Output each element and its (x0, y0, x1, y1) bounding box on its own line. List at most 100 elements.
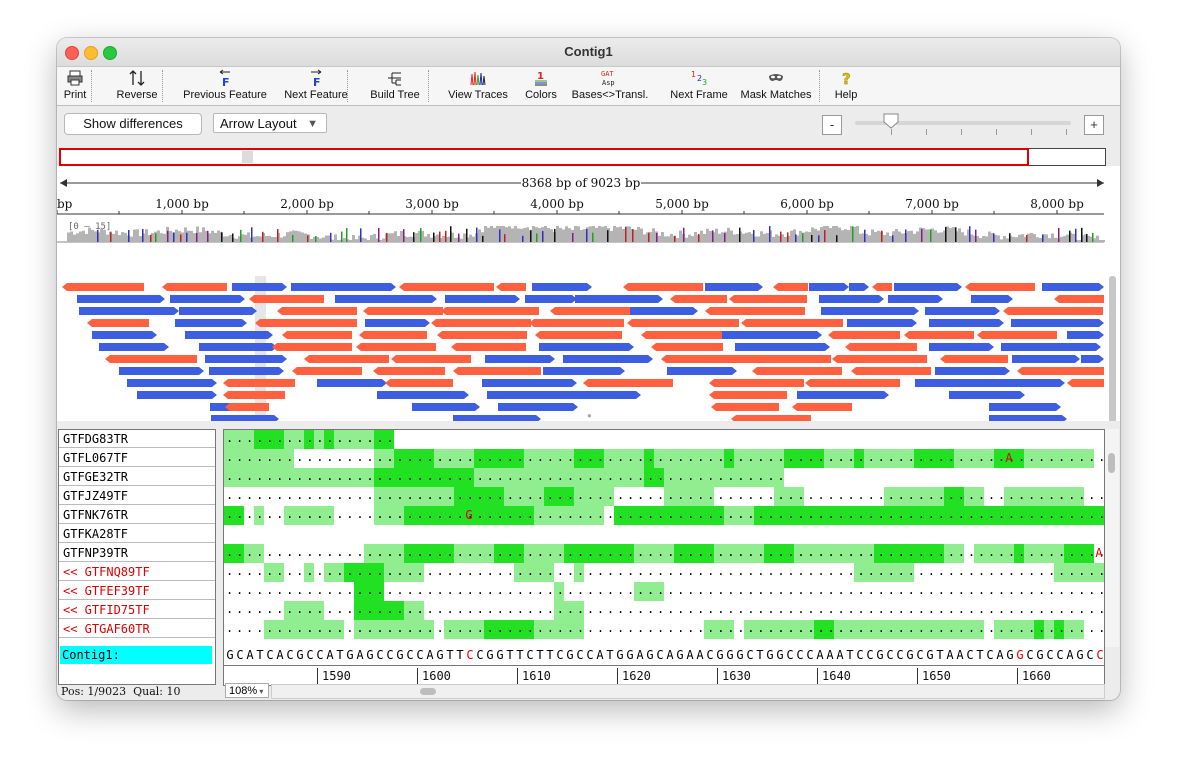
read-name-row[interactable]: GTFGE32TR (59, 468, 215, 486)
forward-read-arrow[interactable] (170, 295, 245, 303)
reverse-read-arrow[interactable] (741, 319, 843, 327)
forward-read-arrow[interactable] (989, 403, 1061, 411)
close-window-button[interactable] (65, 46, 79, 60)
reverse-read-arrow[interactable] (399, 283, 494, 291)
forward-read-arrow[interactable] (888, 295, 943, 303)
forward-read-arrow[interactable] (971, 295, 1013, 303)
reverse-read-arrow[interactable] (451, 343, 526, 351)
reverse-read-arrow[interactable] (773, 283, 808, 291)
horizontal-scroll-knob[interactable] (420, 688, 436, 695)
toolbar-view-traces-button[interactable]: View Traces (439, 67, 517, 105)
forward-read-arrow[interactable] (199, 343, 277, 351)
forward-read-arrow[interactable] (485, 355, 555, 363)
forward-read-arrow[interactable] (543, 367, 625, 375)
forward-read-arrow[interactable] (1042, 283, 1104, 291)
forward-read-arrow[interactable] (1012, 355, 1080, 363)
reverse-read-arrow[interactable] (385, 379, 453, 387)
forward-read-arrow[interactable] (847, 319, 917, 327)
forward-read-arrow[interactable] (482, 379, 577, 387)
reverse-read-arrow[interactable] (1054, 295, 1104, 303)
forward-read-arrow[interactable] (935, 367, 1010, 375)
reverse-read-arrow[interactable] (373, 367, 445, 375)
forward-read-arrow[interactable] (498, 403, 578, 411)
forward-read-arrow[interactable] (894, 283, 962, 291)
show-differences-button[interactable]: Show differences (64, 113, 202, 135)
read-name-row[interactable]: GTFJZ49TF (59, 487, 215, 505)
reverse-read-arrow[interactable] (661, 355, 756, 363)
toolbar-bases-transl-button[interactable]: GAT Asp Bases<>Transl. (563, 67, 657, 105)
reverse-read-arrow[interactable] (535, 331, 622, 339)
alignment-row[interactable] (224, 525, 1104, 544)
reverse-read-arrow[interactable] (87, 319, 149, 327)
reverse-read-arrow[interactable] (529, 319, 624, 327)
forward-read-arrow[interactable] (797, 391, 889, 399)
alignment-horizontal-scrollbar[interactable] (271, 684, 1105, 699)
forward-read-arrow[interactable] (185, 331, 273, 339)
toolbar-next-feature-button[interactable]: F Next Feature (275, 67, 357, 105)
forward-read-arrow[interactable] (1001, 343, 1101, 351)
zoom-window-button[interactable] (103, 46, 117, 60)
assembly-scrollbar-knob[interactable] (1109, 276, 1116, 436)
reverse-read-arrow[interactable] (282, 331, 352, 339)
alignment-row[interactable]: ........................................… (224, 468, 1104, 487)
forward-read-arrow[interactable] (365, 319, 430, 327)
alignment-scroll-knob[interactable] (1108, 453, 1115, 473)
reverse-read-arrow[interactable] (805, 379, 900, 387)
forward-read-arrow[interactable] (1011, 319, 1104, 327)
alignment-row[interactable]: ........................................… (224, 544, 1104, 563)
toolbar-print-button[interactable]: Print (58, 67, 92, 105)
zoom-level-select[interactable]: 108% ▾ (225, 683, 269, 698)
forward-read-arrow[interactable] (137, 391, 217, 399)
assembly-view[interactable]: 8368 bp of 9023 bp bp 1,000 bp 2,000 bp 3,0… (57, 166, 1120, 459)
reverse-read-arrow[interactable] (62, 283, 144, 291)
alignment-row[interactable]: ........................................… (224, 582, 1104, 601)
layout-dropdown[interactable]: Arrow Layout ▼ (213, 113, 327, 133)
resize-grip-icon[interactable]: ● (587, 411, 592, 420)
reverse-read-arrow[interactable] (832, 355, 927, 363)
reverse-read-arrow[interactable] (1067, 379, 1104, 387)
forward-read-arrow[interactable] (549, 391, 641, 399)
read-name-row[interactable]: GTFNP39TR (59, 544, 215, 562)
alignment-row[interactable]: ........................................… (224, 506, 1104, 525)
forward-read-arrow[interactable] (127, 379, 217, 387)
forward-read-arrow[interactable] (915, 379, 985, 387)
read-name-row[interactable]: GTFNK76TR (59, 506, 215, 524)
reverse-read-arrow[interactable] (359, 331, 427, 339)
zoom-out-button[interactable]: - (822, 115, 842, 135)
read-name-row[interactable]: << GTFNQ89TF (59, 563, 215, 581)
reverse-read-arrow[interactable] (851, 367, 931, 375)
toolbar-colors-button[interactable]: 1 Colors (515, 67, 567, 105)
reverse-read-arrow[interactable] (872, 283, 892, 291)
reverse-read-arrow[interactable] (391, 355, 471, 363)
reverse-read-arrow[interactable] (583, 379, 673, 387)
forward-read-arrow[interactable] (667, 367, 737, 375)
read-name-row[interactable]: << GTFID75TF (59, 601, 215, 619)
toolbar-help-button[interactable]: ? Help (829, 67, 863, 105)
reverse-read-arrow[interactable] (223, 379, 295, 387)
toolbar-previous-feature-button[interactable]: F Previous Feature (172, 67, 278, 105)
reverse-read-arrow[interactable] (550, 307, 630, 315)
reverse-read-arrow[interactable] (792, 403, 852, 411)
forward-read-arrow[interactable] (929, 319, 1004, 327)
forward-read-arrow[interactable] (209, 367, 284, 375)
forward-read-arrow[interactable] (532, 283, 592, 291)
alignment-vertical-scrollbar[interactable] (1105, 429, 1119, 647)
forward-read-arrow[interactable] (929, 343, 994, 351)
zoom-slider[interactable] (855, 121, 1071, 125)
forward-read-arrow[interactable] (92, 331, 157, 339)
forward-read-arrow[interactable] (525, 295, 577, 303)
forward-read-arrow[interactable] (849, 283, 869, 291)
toolbar-mask-matches-button[interactable]: Mask Matches (733, 67, 819, 105)
reverse-read-arrow[interactable] (904, 331, 974, 339)
forward-read-arrow[interactable] (179, 307, 257, 315)
read-name-row[interactable]: GTFKA28TF (59, 525, 215, 543)
forward-read-arrow[interactable] (377, 391, 469, 399)
reverse-read-arrow[interactable] (1017, 367, 1104, 375)
alignment-row[interactable]: ................. (224, 430, 1104, 449)
reverse-read-arrow[interactable] (292, 367, 362, 375)
reverse-read-arrow[interactable] (623, 283, 703, 291)
read-name-row[interactable]: GTFL067TF (59, 449, 215, 467)
forward-read-arrow[interactable] (1081, 355, 1104, 363)
alignment-grid[interactable]: ........................................… (223, 429, 1105, 649)
forward-read-arrow[interactable] (539, 343, 634, 351)
